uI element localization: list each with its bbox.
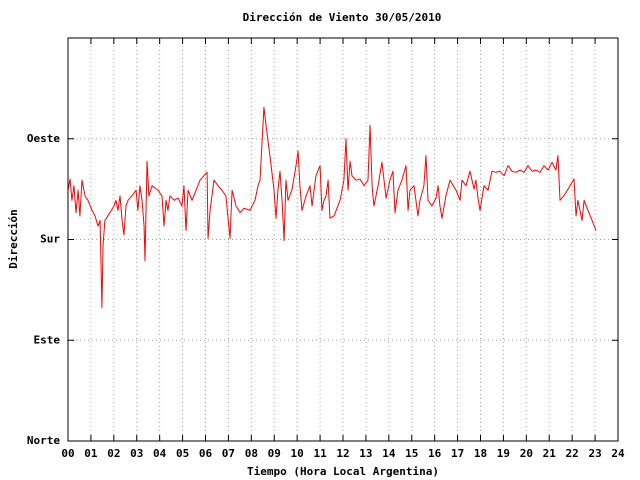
x-tick-label: 08 [245,447,258,460]
x-tick-label: 05 [176,447,189,460]
x-tick-label: 14 [382,447,396,460]
x-tick-label: 03 [130,447,143,460]
x-tick-label: 20 [520,447,533,460]
y-tick-label: Oeste [27,132,60,145]
x-tick-label: 17 [451,447,464,460]
y-tick-label: Este [34,333,61,346]
data-line [67,106,597,309]
x-tick-label: 23 [588,447,601,460]
x-tick-label: 04 [153,447,167,460]
x-tick-label: 06 [199,447,213,460]
x-tick-label: 01 [84,447,98,460]
x-tick-label: 00 [61,447,74,460]
y-axis-label: Dirección [7,209,20,269]
x-axis-label: Tiempo (Hora Local Argentina) [247,465,439,478]
y-tick-label: Sur [40,233,60,246]
x-tick-label: 19 [497,447,510,460]
plot-frame [67,37,619,442]
y-tick-label: Norte [27,434,60,447]
x-tick-label: 10 [291,447,304,460]
chart-title: Dirección de Viento 30/05/2010 [243,11,442,24]
x-tick-label: 02 [107,447,120,460]
x-tick-label: 22 [566,447,579,460]
x-tick-label: 09 [268,447,281,460]
x-tick-label: 15 [405,447,418,460]
x-tick-label: 07 [222,447,235,460]
x-tick-label: 21 [543,447,557,460]
x-tick-label: 18 [474,447,487,460]
x-tick-label: 13 [359,447,372,460]
x-tick-label: 16 [428,447,442,460]
x-tick-label: 12 [336,447,349,460]
x-tick-label: 24 [611,447,625,460]
x-tick-label: 11 [313,447,327,460]
